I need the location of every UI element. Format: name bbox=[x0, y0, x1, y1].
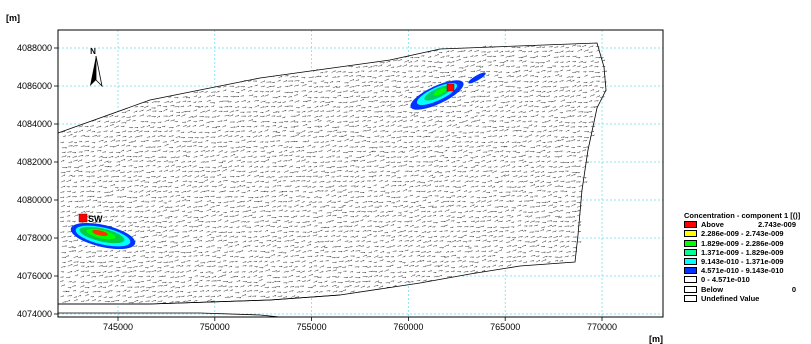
legend-label: 1.371e-009 - 1.829e-009 bbox=[701, 247, 784, 257]
y-tick-label: 4086000 bbox=[17, 81, 52, 91]
x-tick-label: 745000 bbox=[103, 322, 133, 332]
legend-label: Undefined Value bbox=[701, 293, 760, 303]
legend-label: 9.143e-010 - 1.371e-009 bbox=[701, 256, 784, 266]
x-tick-label: 765000 bbox=[490, 322, 520, 332]
legend-label: 0 - 4.571e-010 bbox=[701, 275, 750, 285]
legend-label: 2.286e-009 - 2.743e-009 bbox=[701, 229, 784, 239]
y-tick-label: 4082000 bbox=[17, 157, 52, 167]
legend-value: 0 bbox=[791, 284, 796, 294]
x-axis-unit: [m] bbox=[649, 334, 663, 344]
vector-field bbox=[59, 44, 608, 304]
y-tick-label: 4076000 bbox=[17, 271, 52, 281]
legend-swatch bbox=[684, 258, 697, 266]
velocity-vectors bbox=[59, 44, 608, 304]
source-marker-sw bbox=[78, 213, 88, 223]
x-tick-label: 750000 bbox=[200, 322, 230, 332]
plot-frame bbox=[57, 29, 664, 318]
legend-label: Above bbox=[701, 220, 724, 230]
domain-bottom-edge bbox=[58, 312, 281, 317]
legend-swatch bbox=[684, 248, 697, 256]
legend-title: Concentration - component 1 [()] bbox=[684, 211, 801, 220]
legend-item: Above 2.743e-009 bbox=[684, 220, 810, 229]
legend-item: 0 - 4.571e-010 bbox=[684, 275, 810, 284]
legend-label: 4.571e-010 - 9.143e-010 bbox=[701, 266, 784, 276]
legend-item: 1.371e-009 - 1.829e-009 bbox=[684, 248, 810, 257]
legend-item: Below 0 bbox=[684, 285, 810, 294]
legend: Concentration - component 1 [()] Above 2.… bbox=[684, 211, 810, 303]
y-tick-label: 4088000 bbox=[17, 43, 52, 53]
legend-item: Undefined Value bbox=[684, 294, 810, 303]
legend-swatch bbox=[684, 239, 697, 247]
station-label-sw: SW bbox=[88, 214, 103, 224]
y-tick-label: 4074000 bbox=[17, 309, 52, 319]
domain-south-shore bbox=[58, 294, 341, 305]
legend-label: Below bbox=[701, 284, 724, 294]
legend-swatch bbox=[684, 276, 697, 284]
legend-swatch bbox=[684, 230, 697, 238]
x-axis-ticks: 745000 750000 755000 760000 765000 770000 bbox=[103, 317, 617, 332]
y-tick-label: 4080000 bbox=[17, 195, 52, 205]
legend-label: 1.829e-009 - 2.286e-009 bbox=[701, 238, 784, 248]
x-tick-label: 770000 bbox=[587, 322, 617, 332]
legend-swatch bbox=[684, 285, 697, 293]
legend-swatch bbox=[684, 267, 697, 275]
legend-swatch bbox=[684, 221, 697, 229]
legend-item: 9.143e-010 - 1.371e-009 bbox=[684, 257, 810, 266]
y-tick-label: 4084000 bbox=[17, 119, 52, 129]
legend-item: 2.286e-009 - 2.743e-009 bbox=[684, 229, 810, 238]
x-tick-label: 755000 bbox=[297, 322, 327, 332]
north-label: N bbox=[90, 47, 96, 56]
legend-value: 2.743e-009 bbox=[758, 220, 796, 230]
y-axis-ticks: 4074000 4076000 4078000 4080000 4082000 40840… bbox=[17, 43, 58, 319]
legend-item: 4.571e-010 - 9.143e-010 bbox=[684, 266, 810, 275]
legend-item: 1.829e-009 - 2.286e-009 bbox=[684, 239, 810, 248]
source-marker-ne bbox=[446, 83, 455, 92]
north-arrow: N bbox=[90, 47, 103, 88]
y-tick-label: 4078000 bbox=[17, 233, 52, 243]
y-axis-unit: [m] bbox=[6, 13, 20, 23]
x-tick-label: 760000 bbox=[393, 322, 423, 332]
legend-swatch bbox=[684, 294, 697, 302]
plume-sw bbox=[70, 222, 136, 250]
